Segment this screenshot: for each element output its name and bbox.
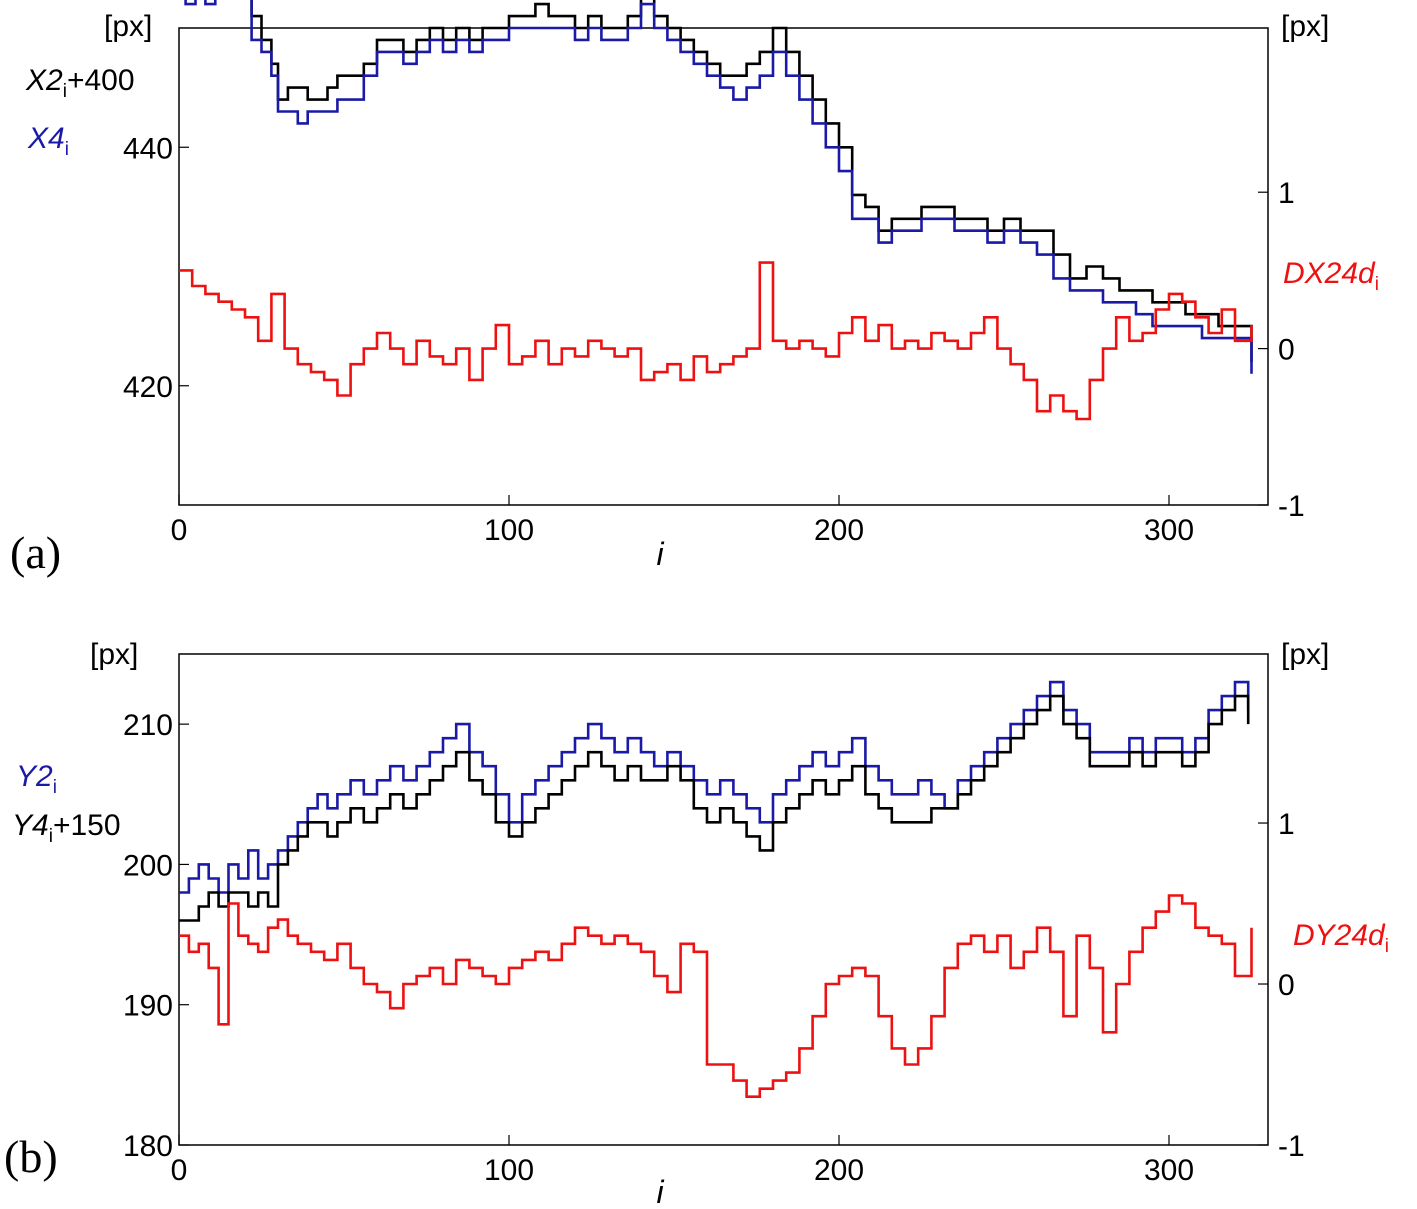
series-label-dy24d: DY24di: [1293, 919, 1389, 957]
chart-panel-a: 0 100 200 300 i 420 440 -1 0 1 [px] [px] (a) X2i+400 X…: [10, 0, 1379, 578]
right-y-tick-label: -1: [1278, 1130, 1305, 1163]
plot-frame: [178, 27, 1269, 506]
right-y-tick-label: -1: [1278, 490, 1305, 523]
x-tick-label: 100: [484, 1154, 534, 1187]
series-label-x2: X2i+400: [25, 64, 135, 102]
left-y-tick-label: 180: [123, 1130, 173, 1163]
x-tick-label: 300: [1144, 1154, 1194, 1187]
panel-tag: (b): [4, 1131, 58, 1182]
left-y-tick-label: 190: [123, 990, 173, 1023]
right-y-tick-label: 0: [1278, 334, 1295, 367]
left-y-tick-label: 440: [123, 132, 173, 165]
series-label-y2: Y2i: [16, 760, 57, 798]
right-unit-label: [px]: [1281, 638, 1329, 671]
series-label-x4: X4i: [27, 122, 69, 160]
right-y-tick-label: 1: [1278, 177, 1295, 210]
series-label-dx24d: DX24di: [1283, 257, 1379, 295]
series-line-x4: [184, 0, 1253, 374]
left-unit-label: [px]: [104, 10, 152, 43]
x-axis-label: i: [656, 536, 664, 572]
series-line-x2: [250, 0, 1253, 362]
x-tick-label: 300: [1144, 514, 1194, 547]
x-tick-label: 200: [814, 1154, 864, 1187]
left-y-tick-label: 210: [123, 709, 173, 742]
left-y-tick-label: 200: [123, 849, 173, 882]
right-unit-label: [px]: [1281, 10, 1329, 43]
x-tick-label: 200: [814, 514, 864, 547]
left-unit-label: [px]: [90, 638, 138, 671]
plot-frame: [178, 653, 1269, 1146]
series-line-y4: [179, 694, 1250, 922]
x-tick-label: 0: [171, 514, 188, 547]
series-line-dy24d: [179, 894, 1253, 1098]
x-axis-label: i: [656, 1174, 664, 1209]
x-tick-label: 100: [484, 514, 534, 547]
series-label-y4: Y4i+150: [12, 809, 121, 847]
series-line-y2: [179, 680, 1250, 894]
series-line-dx24d: [179, 261, 1253, 421]
right-y-tick-label: 1: [1278, 808, 1295, 841]
x-tick-label: 0: [171, 1154, 188, 1187]
chart-panel-b: 0 100 200 300 i 180 190 200 210 -1 0 1 [px] [px] (b) Y2…: [4, 638, 1389, 1209]
panel-tag: (a): [10, 527, 61, 578]
left-y-tick-label: 420: [123, 371, 173, 404]
right-y-tick-label: 0: [1278, 969, 1295, 1002]
